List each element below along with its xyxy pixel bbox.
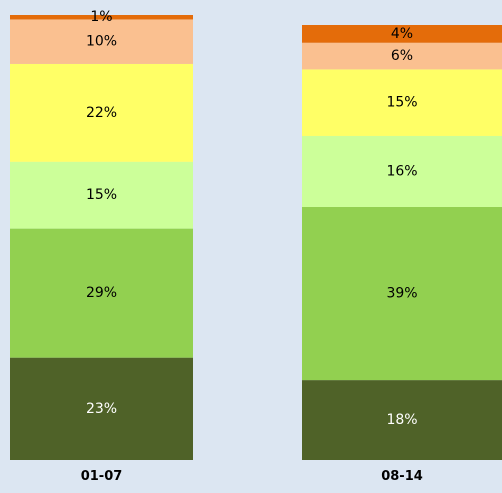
bar-segment	[10, 15, 193, 20]
data-label: 29%	[86, 285, 117, 301]
bar-segment	[10, 161, 193, 229]
bar-segment	[302, 206, 502, 381]
bar-segment	[302, 69, 502, 136]
bar-segment	[10, 357, 193, 460]
bar-segment	[302, 42, 502, 70]
bar-01-07: 23% 29% 15% 22% 10% 1%	[10, 9, 193, 460]
bar-segment	[10, 63, 193, 162]
category-label: 08-14	[381, 469, 423, 484]
data-label: 6%	[391, 48, 413, 64]
data-label: 23%	[86, 401, 117, 417]
data-label: 22%	[86, 105, 117, 121]
data-label: 15%	[86, 187, 117, 203]
bar-segment	[302, 25, 502, 43]
bar-segment	[10, 19, 193, 64]
data-label: 1%	[90, 9, 112, 25]
bar-08-14: 18% 39% 16% 15% 6% 4%	[302, 25, 502, 460]
bar-segment	[302, 380, 502, 460]
data-label: 39%	[386, 286, 417, 302]
data-label: 4%	[391, 26, 413, 42]
bar-segment	[302, 135, 502, 207]
data-label: 15%	[386, 95, 417, 111]
bar-segment	[10, 228, 193, 358]
data-label: 16%	[386, 163, 417, 179]
data-label: 10%	[86, 34, 117, 50]
category-label: 01-07	[81, 469, 123, 484]
data-label: 18%	[386, 412, 417, 428]
